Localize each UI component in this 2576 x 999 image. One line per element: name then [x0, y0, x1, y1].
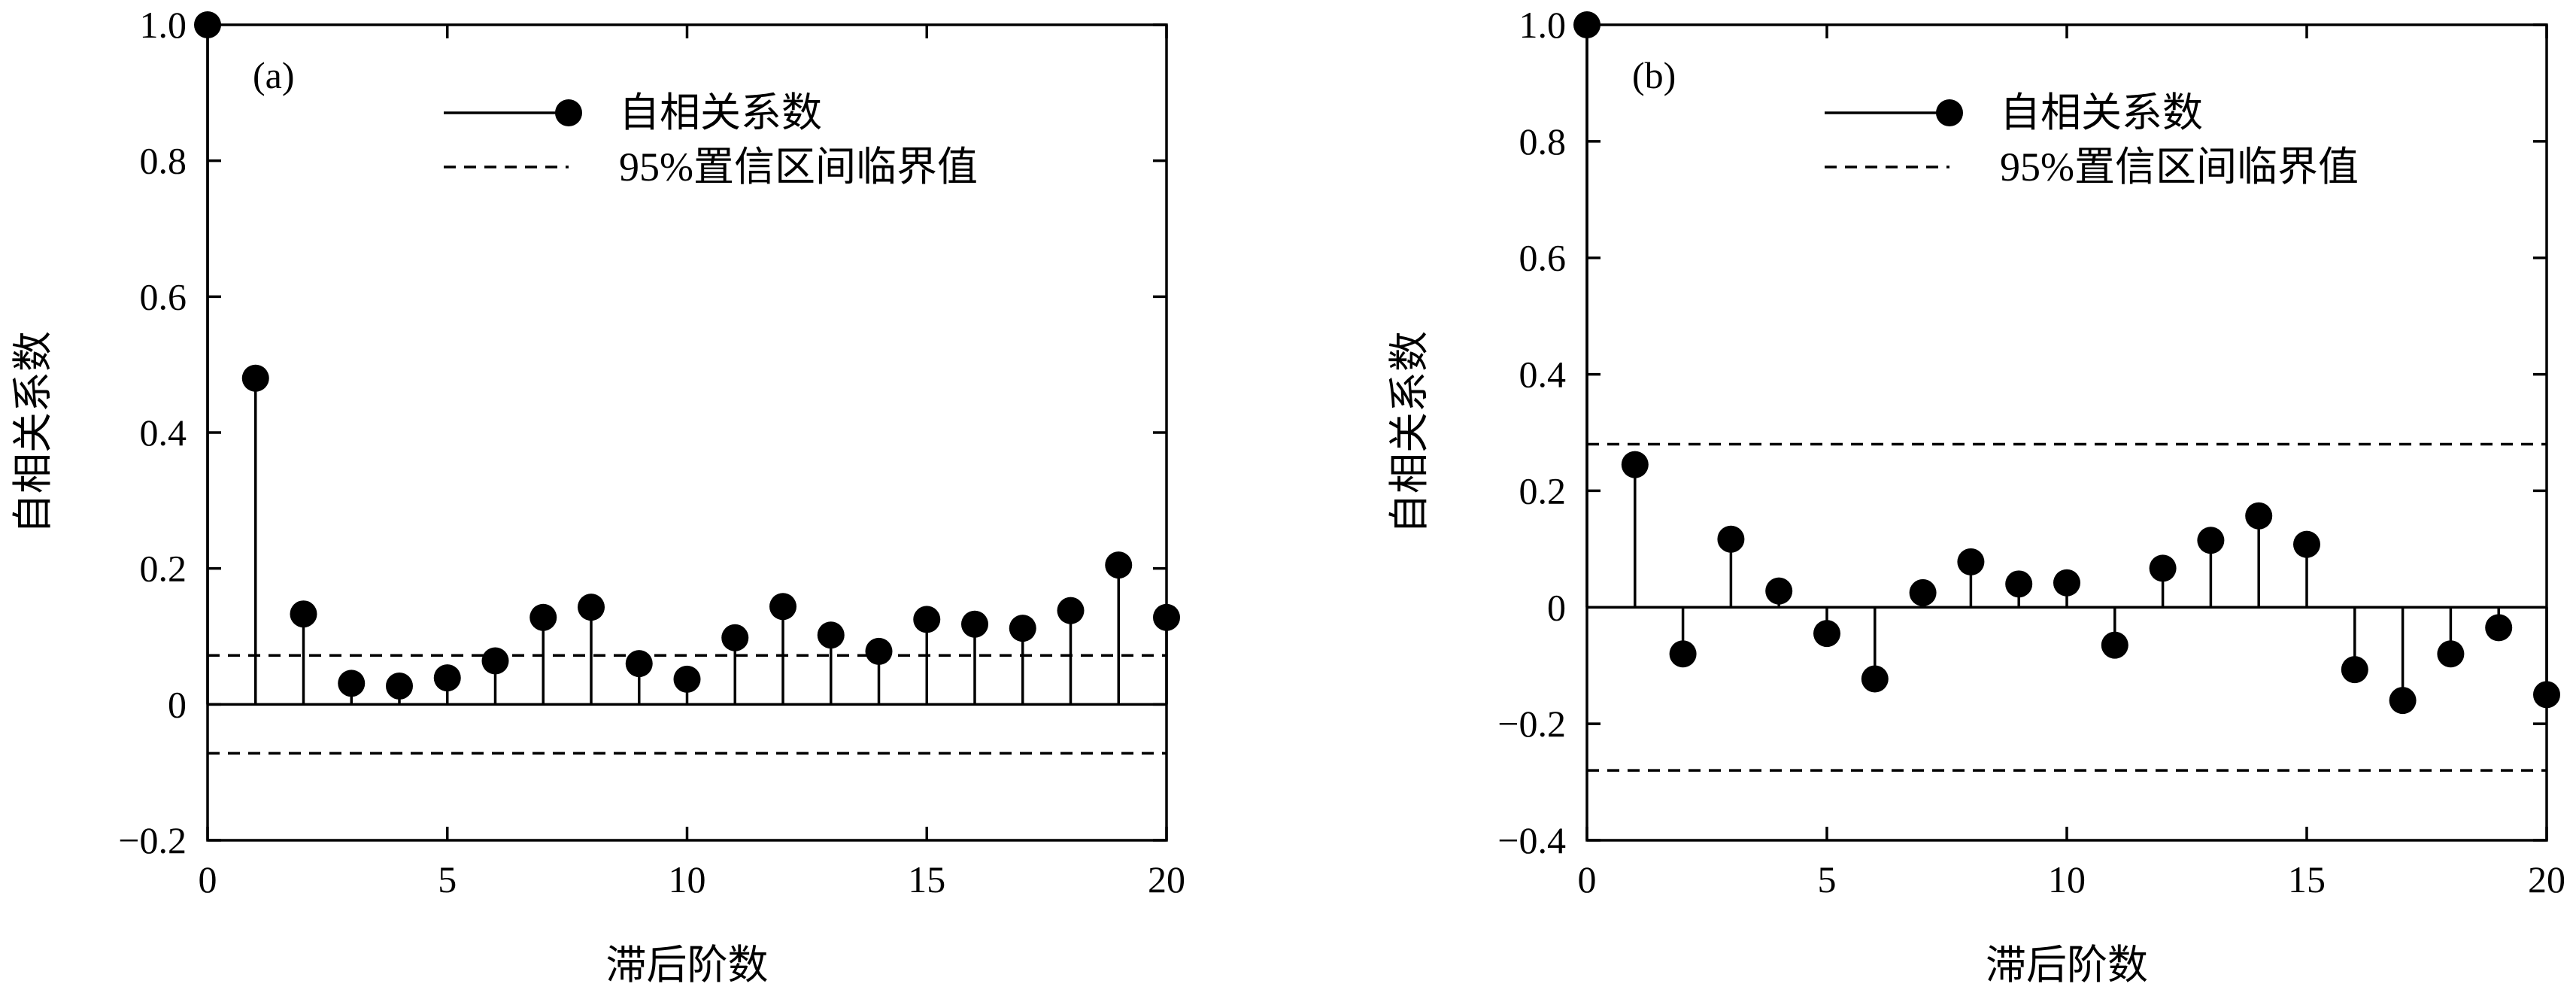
panel-a: −0.2 0 0.2 0.4 0.6 0.8 1.0 0 5 10 15 20 滞后阶数 自相关系数 (a)…: [11, 4, 1185, 988]
point-lag-2: [290, 600, 317, 628]
point-lag-3: [1717, 525, 1745, 553]
point-lag-11: [2101, 631, 2128, 659]
point-lag-12: [2149, 554, 2177, 582]
point-lag-1: [241, 364, 269, 392]
point-lag-3: [338, 670, 366, 697]
legend-marker-swatch: [555, 99, 582, 126]
xtick-label: 15: [2288, 858, 2326, 900]
point-lag-10: [673, 665, 701, 693]
point-lag-7: [1909, 578, 1937, 606]
point-lag-5: [1813, 620, 1840, 648]
point-lag-16: [961, 610, 988, 638]
x-axis-label: 滞后阶数: [1986, 943, 2148, 988]
point-lag-4: [1765, 577, 1793, 605]
point-lag-19: [1105, 551, 1133, 579]
point-lag-19: [2485, 614, 2513, 642]
point-lag-8: [1957, 548, 1985, 575]
x-axis-label: 滞后阶数: [606, 943, 769, 988]
panel-label: (a): [253, 54, 295, 96]
point-lag-6: [481, 647, 509, 675]
point-lag-13: [2197, 527, 2225, 554]
ytick-label: 0: [168, 683, 187, 725]
xtick-label: 5: [1818, 858, 1837, 900]
xtick-label: 0: [199, 858, 217, 900]
panel-b: −0.4 −0.2 0 0.2 0.4 0.6 0.8 1.0 0 5 10 15 20 滞后阶数 自相关系…: [1387, 4, 2565, 988]
ytick-label: −0.2: [118, 819, 187, 861]
point-lag-17: [2389, 687, 2417, 715]
xtick-label: 20: [2528, 858, 2565, 900]
point-lag-11: [721, 624, 749, 651]
point-lag-15: [2293, 530, 2320, 558]
y-axis-label: 自相关系数: [1387, 331, 1432, 534]
ytick-label: 0.6: [1519, 237, 1567, 279]
ytick-label: −0.4: [1497, 819, 1566, 861]
legend-label-bounds: 95%置信区间临界值: [619, 144, 978, 190]
point-lag-18: [2437, 640, 2465, 668]
ytick-label: 0.2: [140, 548, 187, 590]
point-lag-18: [1057, 597, 1085, 624]
legend-label-acf: 自相关系数: [2000, 90, 2203, 135]
point-lag-2: [1669, 640, 1697, 668]
ytick-label: −0.2: [1497, 703, 1566, 745]
xtick-label: 15: [908, 858, 945, 900]
point-lag-7: [529, 603, 557, 631]
point-lag-10: [2053, 569, 2080, 597]
xtick-label: 10: [2048, 858, 2086, 900]
ytick-label: 1.0: [1519, 4, 1567, 46]
point-lag-5: [433, 664, 461, 692]
point-lag-9: [625, 650, 653, 678]
ytick-label: 0.8: [140, 140, 187, 182]
point-lag-8: [578, 594, 605, 621]
point-lag-16: [2341, 656, 2368, 684]
xtick-label: 5: [438, 858, 457, 900]
xtick-label: 10: [669, 858, 706, 900]
xtick-label: 20: [1148, 858, 1185, 900]
ytick-label: 0: [1547, 586, 1566, 628]
ytick-label: 0.4: [140, 411, 187, 454]
point-lag-4: [386, 672, 413, 700]
legend-label-bounds: 95%置信区间临界值: [2000, 144, 2359, 190]
point-lag-1: [1621, 451, 1649, 478]
point-lag-12: [769, 593, 796, 621]
legend-marker-swatch: [1936, 99, 1963, 126]
y-axis-label: 自相关系数: [11, 331, 56, 534]
point-lag-9: [2005, 570, 2033, 598]
legend-label-acf: 自相关系数: [619, 90, 822, 135]
ytick-label: 0.8: [1519, 120, 1567, 162]
xtick-label: 0: [1578, 858, 1597, 900]
point-lag-14: [865, 637, 893, 665]
point-lag-17: [1009, 615, 1036, 642]
ytick-label: 0.2: [1519, 469, 1567, 512]
ytick-label: 0.6: [140, 275, 187, 317]
point-lag-13: [817, 621, 845, 649]
ytick-label: 0.4: [1519, 354, 1567, 396]
panel-label: (b): [1632, 54, 1676, 96]
point-lag-15: [913, 606, 941, 633]
point-lag-6: [1861, 665, 1889, 693]
point-lag-14: [2245, 502, 2273, 530]
ytick-label: 1.0: [140, 4, 187, 46]
